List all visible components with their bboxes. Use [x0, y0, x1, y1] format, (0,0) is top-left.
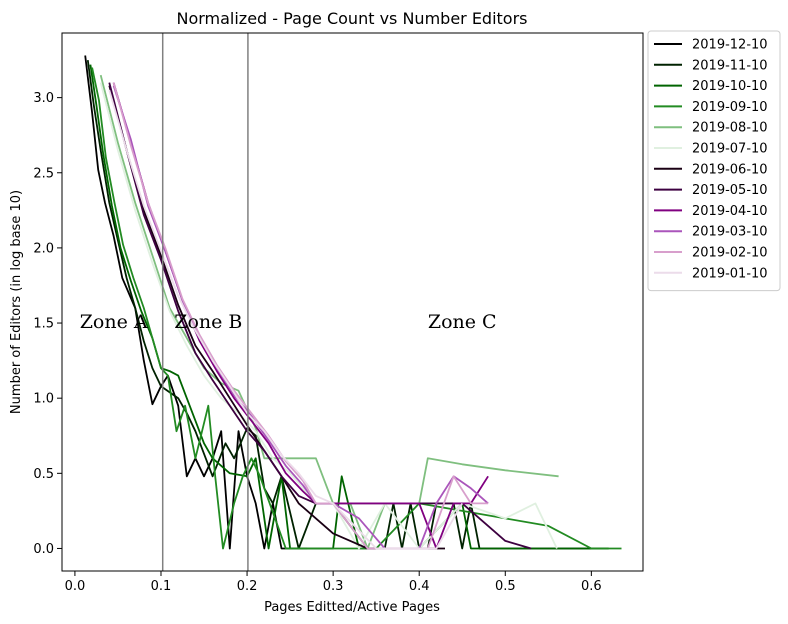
- x-tick-label: 0.0: [65, 579, 86, 594]
- zone-divider-layer: [161, 33, 249, 571]
- legend-label: 2019-12-10: [692, 38, 768, 53]
- zone-annotation-0: Zone A: [80, 311, 148, 333]
- y-tick-label: 2.0: [33, 241, 54, 256]
- legend-label: 2019-04-10: [692, 204, 768, 219]
- legend-label: 2019-05-10: [692, 183, 768, 198]
- x-tick-label: 0.2: [237, 579, 258, 594]
- legend-label: 2019-09-10: [692, 100, 768, 115]
- legend-label: 2019-10-10: [692, 79, 768, 94]
- y-tick-label: 2.5: [33, 166, 54, 181]
- x-axis: 0.0 0.1 0.2 0.3 0.4 0.5 0.6: [65, 571, 602, 594]
- y-tick-label: 0.5: [33, 467, 54, 482]
- legend-label: 2019-02-10: [692, 246, 768, 261]
- legend-label: 2019-03-10: [692, 225, 768, 240]
- x-tick-label: 0.4: [409, 579, 430, 594]
- y-axis-label: Number of Editors (in log base 10): [9, 190, 24, 414]
- x-axis-label: Pages Editted/Active Pages: [264, 600, 440, 615]
- plot-frame: [61, 32, 644, 572]
- chart-title: Normalized - Page Count vs Number Editor…: [176, 9, 527, 28]
- x-tick-label: 0.5: [495, 579, 516, 594]
- y-tick-label: 1.5: [33, 317, 54, 332]
- series-line-4: [99, 74, 559, 550]
- y-tick-label: 0.0: [33, 542, 54, 557]
- y-tick-label: 1.0: [33, 392, 54, 407]
- legend-label: 2019-06-10: [692, 162, 768, 177]
- y-axis: 0.0 0.5 1.0 1.5 2.0 2.5 3.0: [33, 91, 62, 557]
- series-layer: [84, 55, 622, 550]
- legend: 2019-12-10 2019-11-10 2019-10-10 2019-09-10…: [647, 30, 781, 292]
- series-line-3: [91, 67, 622, 550]
- annotation-layer: Zone A Zone B Zone C: [80, 311, 497, 333]
- x-tick-label: 0.3: [323, 579, 344, 594]
- zone-annotation-1: Zone B: [174, 311, 242, 333]
- legend-label: 2019-01-10: [692, 266, 768, 281]
- series-line-11: [108, 89, 463, 550]
- legend-box: [647, 30, 781, 292]
- x-tick-label: 0.1: [151, 579, 172, 594]
- legend-label: 2019-07-10: [692, 142, 768, 157]
- x-tick-label: 0.6: [581, 579, 602, 594]
- series-line-1: [86, 59, 609, 550]
- plot-area: Zone A Zone B Zone C: [61, 32, 644, 572]
- legend-label: 2019-11-10: [692, 58, 768, 73]
- y-tick-label: 3.0: [33, 91, 54, 106]
- legend-label: 2019-08-10: [692, 121, 768, 136]
- zone-annotation-2: Zone C: [428, 311, 497, 333]
